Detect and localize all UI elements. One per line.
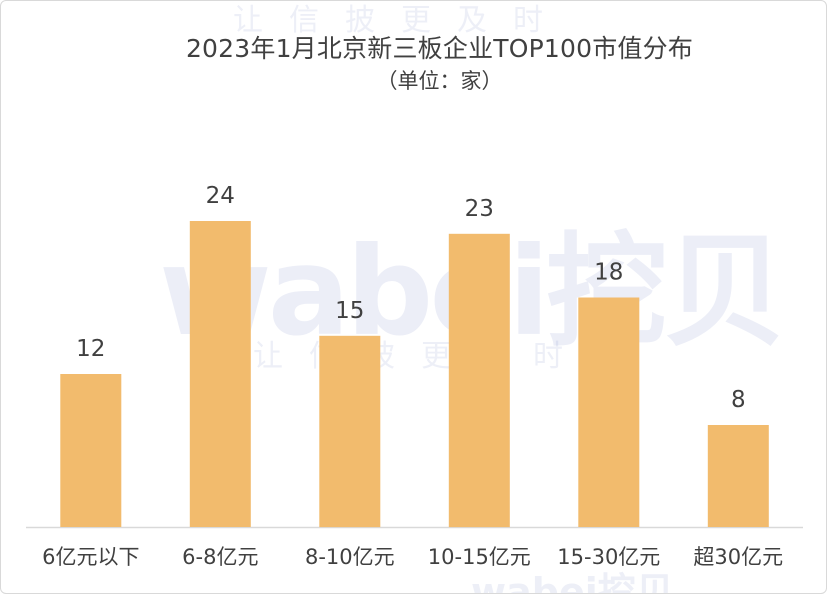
category-label: 10-15亿元 bbox=[428, 545, 531, 569]
category-label: 6-8亿元 bbox=[182, 545, 258, 569]
data-label: 8 bbox=[731, 387, 746, 413]
watermark-logo-bottom: wabei挖贝 bbox=[471, 570, 674, 594]
data-label: 15 bbox=[335, 298, 364, 324]
category-label: 8-10亿元 bbox=[305, 545, 395, 569]
data-label: 23 bbox=[465, 196, 494, 222]
data-label: 12 bbox=[76, 336, 105, 362]
bar bbox=[578, 297, 640, 527]
data-label: 18 bbox=[594, 260, 623, 286]
bar bbox=[189, 221, 251, 527]
bar bbox=[319, 335, 381, 528]
bar bbox=[707, 425, 769, 527]
watermark-slogan: 让信披更及时 bbox=[253, 339, 589, 374]
category-label: 15-30亿元 bbox=[557, 545, 660, 569]
category-label: 超30亿元 bbox=[693, 545, 783, 569]
bar bbox=[448, 233, 510, 528]
chart-title: 2023年1月北京新三板企业TOP100市值分布 bbox=[185, 34, 694, 63]
data-label: 24 bbox=[206, 183, 235, 209]
bar bbox=[60, 374, 122, 527]
watermark-slogan-top: 让信披更及时 bbox=[233, 3, 569, 38]
chart-subtitle: （单位：家） bbox=[376, 69, 503, 93]
category-label: 6亿元以下 bbox=[42, 545, 139, 569]
